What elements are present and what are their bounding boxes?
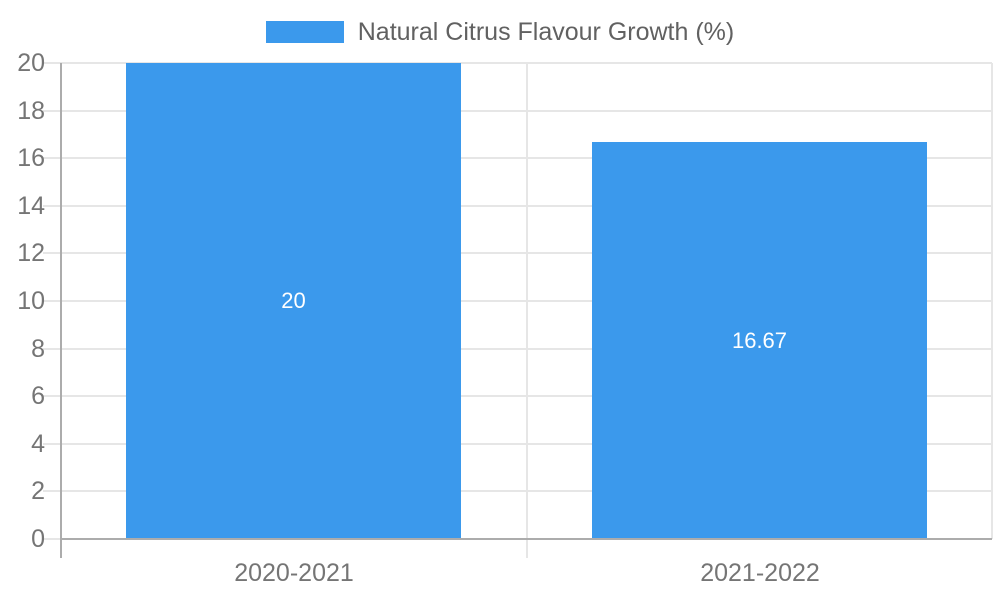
y-tick-label: 14 — [17, 192, 45, 220]
legend-swatch-icon — [265, 21, 344, 43]
y-tick-label: 8 — [31, 335, 45, 363]
y-tick-mark — [43, 252, 61, 254]
legend-item[interactable]: Natural Citrus Flavour Growth (%) — [265, 18, 735, 46]
y-tick-label: 16 — [17, 144, 45, 172]
x-tick-label: 2020-2021 — [234, 559, 354, 587]
y-tick-label: 0 — [31, 525, 45, 553]
y-tick-mark — [43, 205, 61, 207]
y-tick-mark — [43, 157, 61, 159]
y-tick-mark — [43, 110, 61, 112]
legend-label: Natural Citrus Flavour Growth (%) — [357, 18, 735, 46]
y-tick-label: 18 — [17, 97, 45, 125]
y-tick-mark — [43, 490, 61, 492]
y-tick-label: 10 — [17, 287, 45, 315]
bar[interactable]: 20 — [126, 63, 461, 539]
bar-value-label: 20 — [281, 288, 306, 313]
y-tick-label: 4 — [31, 430, 45, 458]
x-axis-line — [61, 538, 992, 540]
y-axis-line — [60, 63, 62, 558]
y-tick-mark — [43, 395, 61, 397]
category-divider — [526, 63, 528, 558]
y-tick-label: 2 — [31, 477, 45, 505]
plot-right-border — [991, 63, 993, 539]
bar-value-label: 16.67 — [731, 327, 788, 353]
y-tick-label: 20 — [17, 49, 45, 77]
y-tick-label: 12 — [17, 239, 45, 267]
y-tick-mark — [43, 62, 61, 64]
chart-legend: Natural Citrus Flavour Growth (%) — [0, 18, 1000, 46]
y-tick-mark — [43, 348, 61, 350]
y-tick-label: 6 — [31, 382, 45, 410]
y-tick-mark — [43, 300, 61, 302]
x-tick-label: 2021-2022 — [700, 559, 820, 587]
bar[interactable]: 16.67 — [592, 142, 927, 539]
y-tick-mark — [43, 538, 61, 540]
y-tick-mark — [43, 443, 61, 445]
